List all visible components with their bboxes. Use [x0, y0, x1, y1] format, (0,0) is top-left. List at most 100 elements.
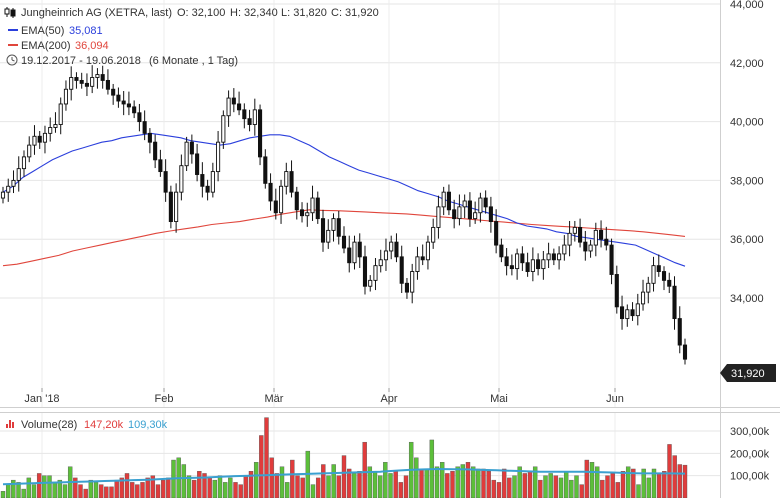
- candle-body: [462, 200, 467, 208]
- volume-bar: [135, 484, 140, 498]
- candle-body: [153, 141, 158, 161]
- candle-body: [200, 174, 205, 187]
- candle-body: [90, 77, 95, 87]
- candle-body: [677, 318, 682, 346]
- volume-bar: [191, 479, 197, 498]
- candle-body: [37, 135, 42, 143]
- volume-bar: [47, 475, 52, 498]
- candle-body: [174, 191, 179, 223]
- price-panel: [0, 0, 720, 407]
- candle-body: [583, 241, 588, 252]
- candle-body: [378, 259, 383, 267]
- volume-bar: [610, 473, 615, 498]
- volume-bar: [290, 459, 295, 498]
- candle-body: [189, 141, 194, 155]
- ema200-value: 36,094: [75, 40, 109, 52]
- candle-body: [95, 74, 100, 78]
- candle-body: [263, 156, 268, 184]
- candle-body: [578, 226, 583, 243]
- volume-bar: [569, 479, 574, 498]
- volume-bar: [651, 468, 657, 498]
- volume-bar: [321, 464, 326, 498]
- candle-body: [567, 232, 572, 246]
- candle-body: [619, 306, 625, 320]
- volume-bar: [31, 484, 37, 498]
- candle-body: [121, 100, 126, 105]
- volume-bar: [78, 484, 83, 498]
- volume-bar: [140, 482, 145, 498]
- candle-body: [310, 197, 315, 214]
- volume-bar: [486, 471, 491, 498]
- candle-body: [452, 209, 457, 220]
- volume-bar: [315, 477, 321, 498]
- candle-body: [69, 77, 74, 90]
- volume-bar: [243, 475, 249, 498]
- month-label: Mai: [490, 393, 508, 405]
- candle-body: [158, 159, 163, 173]
- ema50-label: EMA(50): [21, 25, 64, 37]
- candle-body: [383, 250, 389, 261]
- candle-body: [389, 241, 394, 252]
- candle-body: [541, 259, 546, 270]
- volume-bar: [264, 417, 269, 498]
- candle-body: [410, 271, 415, 293]
- candle-body: [179, 165, 184, 193]
- price-tick-label: 40,000: [730, 117, 764, 129]
- month-label: Mär: [265, 393, 284, 405]
- volume-bar: [620, 471, 626, 498]
- volume-bar: [52, 482, 57, 498]
- volume-bar: [677, 464, 683, 498]
- candle-body: [446, 191, 451, 211]
- candle-body: [347, 247, 352, 264]
- volume-bar: [682, 464, 688, 498]
- period-range: 19.12.2017 - 19.06.2018: [21, 55, 141, 67]
- volume-bar: [481, 468, 486, 498]
- candle-body: [404, 282, 410, 293]
- month-label: Apr: [380, 393, 397, 405]
- volume-bar: [42, 475, 47, 498]
- clock-icon: [6, 54, 18, 66]
- candle-body: [137, 112, 142, 123]
- volume-avg-group: [2, 467, 686, 486]
- volume-bar: [403, 475, 409, 498]
- volume-bar: [269, 457, 274, 498]
- volume-bar: [450, 471, 455, 498]
- candle-icon: [4, 7, 16, 18]
- candle-body: [656, 265, 661, 272]
- candle-body: [216, 141, 221, 173]
- volume-bar: [584, 459, 590, 498]
- volume-bar: [589, 462, 595, 498]
- price-tick-label: 34,000: [730, 293, 764, 305]
- volume-bar: [527, 471, 533, 498]
- volume-bar: [222, 482, 228, 498]
- volume-bar: [104, 486, 109, 498]
- volume-bar: [424, 468, 429, 498]
- volume-bar: [460, 464, 466, 498]
- volume-bar: [83, 488, 88, 498]
- candle-body: [504, 256, 509, 267]
- volume-bar: [248, 471, 254, 498]
- candle-body: [226, 97, 231, 117]
- volume-bar: [362, 441, 367, 498]
- ema50-value: 35,081: [69, 25, 103, 37]
- volume-bar: [656, 473, 662, 498]
- month-label: Jun: [606, 393, 624, 405]
- candle-body: [467, 200, 472, 220]
- candle-body: [625, 309, 630, 320]
- candle-body: [79, 79, 84, 84]
- candle-body: [572, 226, 577, 234]
- candle-body: [53, 124, 58, 128]
- volume-avg-line: [2, 467, 686, 486]
- candle-body: [562, 244, 567, 255]
- volume-bar: [548, 473, 553, 498]
- volume-bar: [238, 484, 243, 498]
- candle-body: [6, 185, 11, 193]
- volume-tick-label: 300,00k: [730, 426, 770, 438]
- candle-body: [42, 132, 48, 143]
- candle-body: [326, 229, 331, 243]
- volume-label: Volume(28): [21, 419, 77, 431]
- candle-body: [525, 262, 530, 272]
- candle-body: [536, 259, 541, 270]
- candle-body: [651, 265, 656, 284]
- candle-body: [258, 109, 263, 158]
